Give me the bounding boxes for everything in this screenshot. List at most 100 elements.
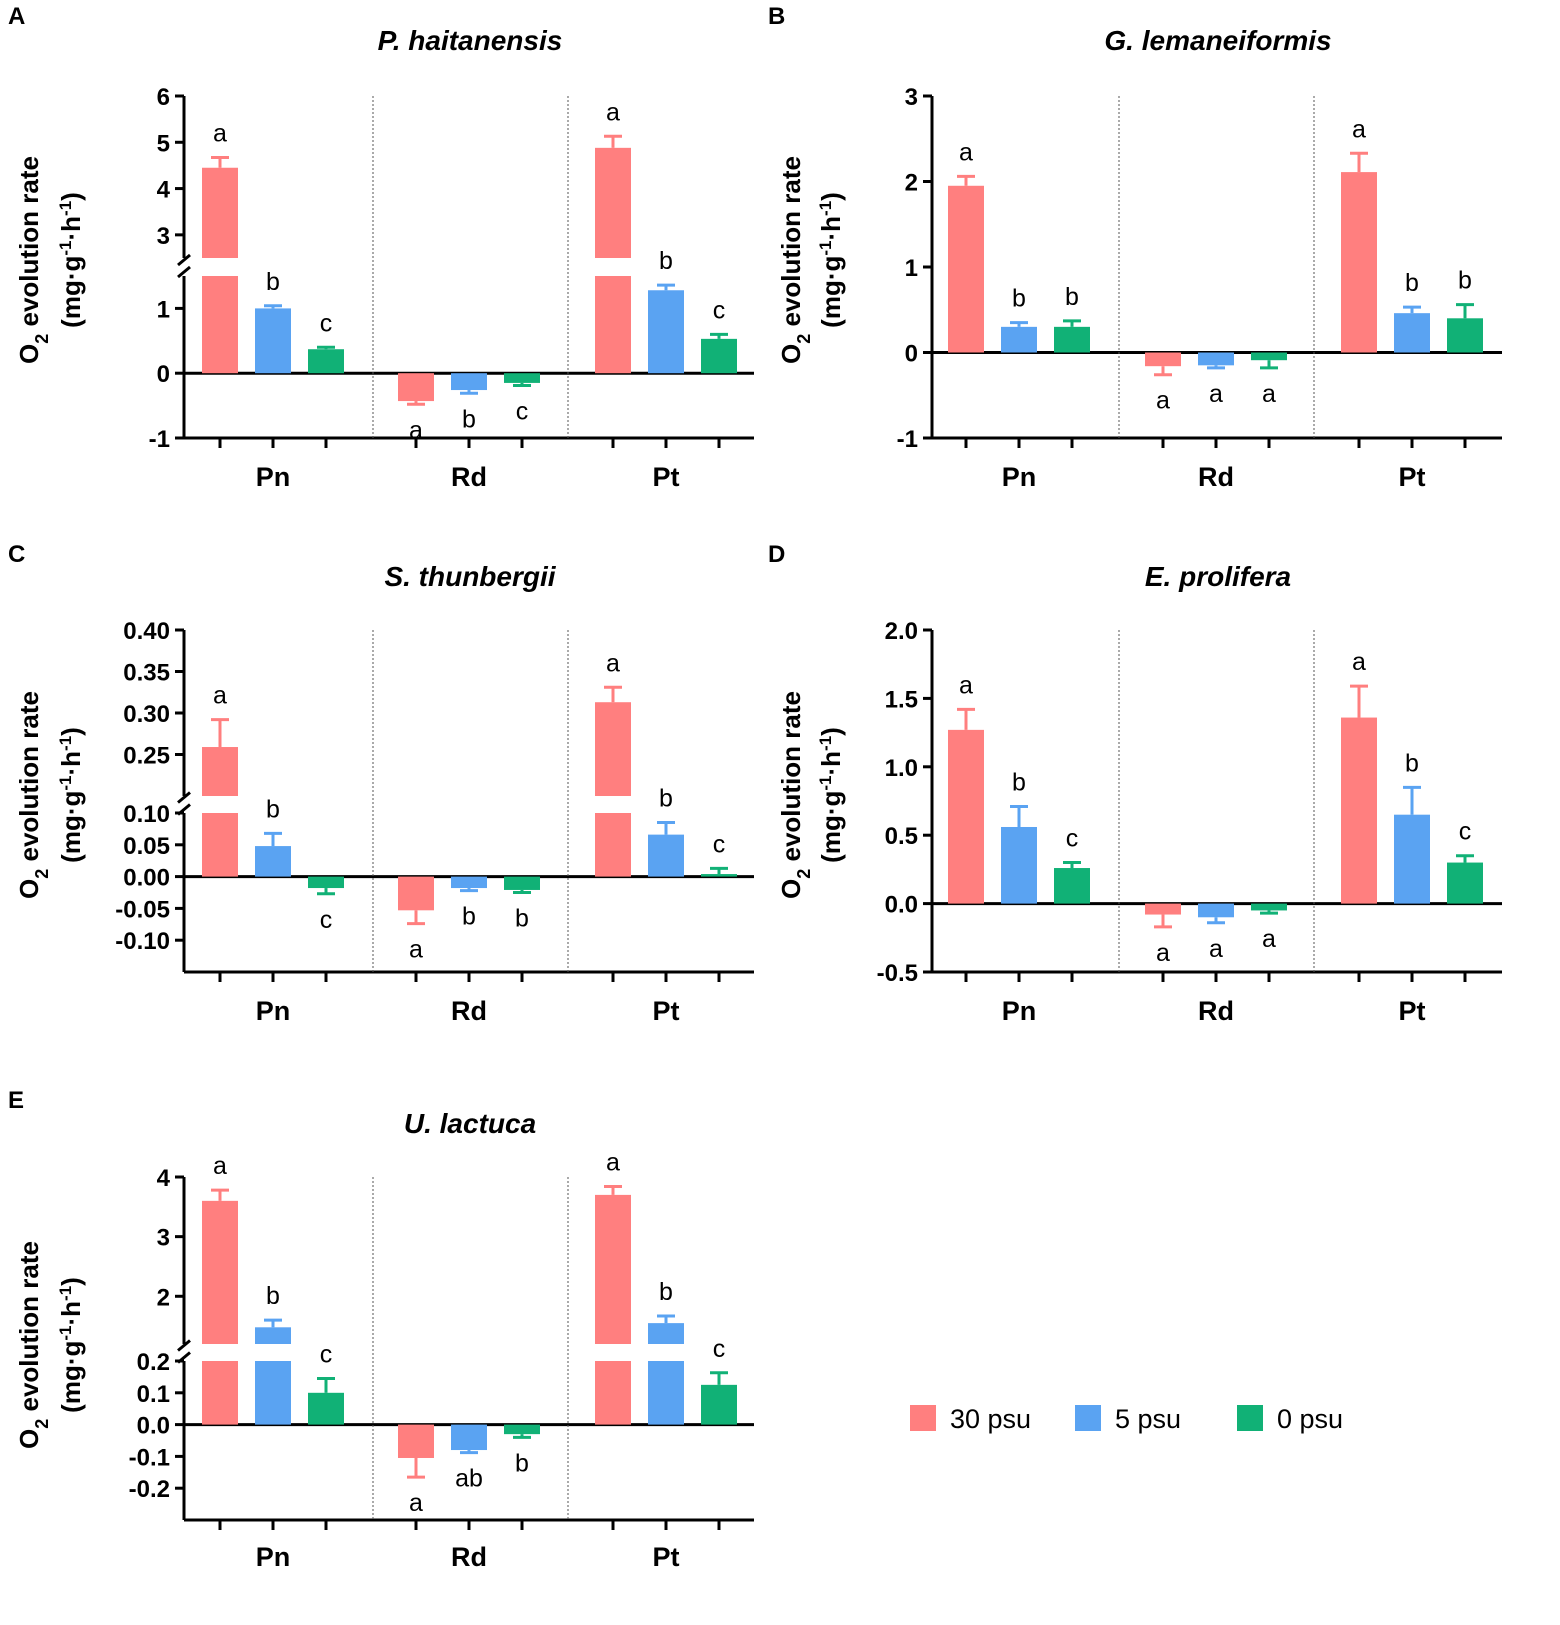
panel-d: D E. prolifera O2 evolution rate (mg·g-1·h-… — [768, 541, 1502, 1026]
significance-letter: a — [959, 671, 973, 699]
y-tick-label: 1 — [905, 255, 918, 282]
axis-break-mark — [177, 1339, 191, 1352]
bar — [648, 834, 684, 877]
axis-break-mark — [177, 791, 191, 804]
x-tick-label: Rd — [451, 996, 487, 1026]
bar — [202, 167, 238, 258]
panel-label: E — [8, 1087, 24, 1114]
significance-letter: c — [1459, 818, 1472, 846]
bar — [595, 1361, 631, 1425]
bar — [202, 1200, 238, 1344]
x-tick-label: Pt — [653, 996, 680, 1026]
y-tick-label: 3 — [905, 84, 918, 111]
legend-label: 30 psu — [950, 1404, 1031, 1434]
y-tick-label: -0.5 — [877, 960, 918, 987]
legend-label: 0 psu — [1277, 1404, 1343, 1434]
bar — [202, 813, 238, 877]
x-tick-label: Pt — [1399, 462, 1426, 492]
significance-letter: c — [320, 906, 333, 934]
bar — [255, 1361, 291, 1425]
axis-break-mark — [177, 253, 191, 267]
y-tick-label: 0.0 — [885, 892, 918, 919]
significance-letter: b — [659, 1278, 673, 1306]
y-axis-unit: (mg·g-1·h-1) — [56, 727, 87, 863]
legend-label: 5 psu — [1115, 1404, 1181, 1434]
panel-label: C — [8, 541, 25, 568]
significance-letter: ab — [455, 1465, 483, 1493]
significance-letter: a — [409, 936, 423, 964]
y-tick-label: 0 — [157, 361, 170, 388]
bar — [1198, 352, 1234, 366]
bar — [1251, 352, 1287, 361]
bar — [308, 349, 344, 374]
significance-letter: b — [462, 405, 476, 433]
bar — [308, 876, 344, 889]
chart-title: S. thunbergii — [384, 561, 556, 592]
bar — [255, 1327, 291, 1344]
y-tick-label: 0.35 — [123, 660, 170, 687]
bar — [595, 702, 631, 796]
significance-letter: b — [1012, 768, 1026, 796]
significance-letter: b — [1458, 267, 1472, 295]
bar — [255, 308, 291, 374]
significance-letter: a — [213, 1152, 227, 1180]
bar — [504, 1424, 540, 1435]
chart-title: E. prolifera — [1145, 561, 1291, 592]
significance-letter: a — [606, 1149, 620, 1177]
y-tick-label: 1.5 — [885, 686, 918, 713]
y-tick-label: 0.10 — [123, 801, 170, 828]
significance-letter: c — [713, 1335, 726, 1363]
panel-c: C S. thunbergii O2 evolution rate (mg·g-1·h… — [8, 541, 754, 1026]
bar — [1198, 903, 1234, 918]
significance-letter: b — [266, 268, 280, 296]
legend-swatch — [1237, 1405, 1263, 1431]
y-tick-label: -0.10 — [115, 928, 170, 955]
bar — [255, 846, 291, 877]
significance-letter: a — [213, 120, 227, 148]
significance-letter: b — [266, 1282, 280, 1310]
y-tick-label: 3 — [157, 223, 170, 250]
significance-letter: a — [1156, 387, 1170, 415]
bar — [451, 1424, 487, 1451]
legend-swatch — [1075, 1405, 1101, 1431]
bar — [648, 1361, 684, 1425]
bar — [202, 1361, 238, 1425]
x-tick-label: Rd — [1198, 462, 1234, 492]
x-tick-label: Pn — [256, 1542, 291, 1572]
panel-label: B — [768, 3, 785, 30]
bar — [948, 185, 984, 353]
bar — [948, 729, 984, 904]
y-tick-label: 5 — [157, 130, 170, 157]
significance-letter: a — [1262, 925, 1276, 953]
significance-letter: b — [266, 795, 280, 823]
y-tick-label: 2 — [157, 1284, 170, 1311]
bar — [1447, 318, 1483, 353]
significance-letter: b — [659, 247, 673, 275]
y-tick-label: -1 — [149, 426, 170, 453]
significance-letter: a — [1262, 380, 1276, 408]
bar — [398, 876, 434, 911]
x-tick-label: Pt — [1399, 996, 1426, 1026]
x-tick-label: Pn — [256, 996, 291, 1026]
significance-letter: a — [606, 649, 620, 677]
bar — [1341, 717, 1377, 904]
significance-letter: b — [1405, 749, 1419, 777]
chart-title: P. haitanensis — [378, 25, 563, 56]
y-tick-label: -0.2 — [129, 1476, 170, 1503]
bar — [1001, 326, 1037, 353]
y-tick-label: -0.1 — [129, 1444, 170, 1471]
y-tick-label: 1.0 — [885, 755, 918, 782]
y-tick-label: 4 — [157, 1165, 171, 1192]
y-tick-label: 0 — [905, 341, 918, 368]
bar — [701, 1384, 737, 1425]
bar — [1145, 903, 1181, 915]
significance-letter: c — [713, 830, 726, 858]
bar — [1054, 868, 1090, 904]
y-axis-label: O2 evolution rate — [776, 156, 814, 364]
bar — [1394, 814, 1430, 904]
significance-letter: a — [1352, 648, 1366, 676]
bar — [504, 373, 540, 383]
significance-letter: c — [320, 1340, 333, 1368]
axis-break-mark — [177, 265, 191, 279]
